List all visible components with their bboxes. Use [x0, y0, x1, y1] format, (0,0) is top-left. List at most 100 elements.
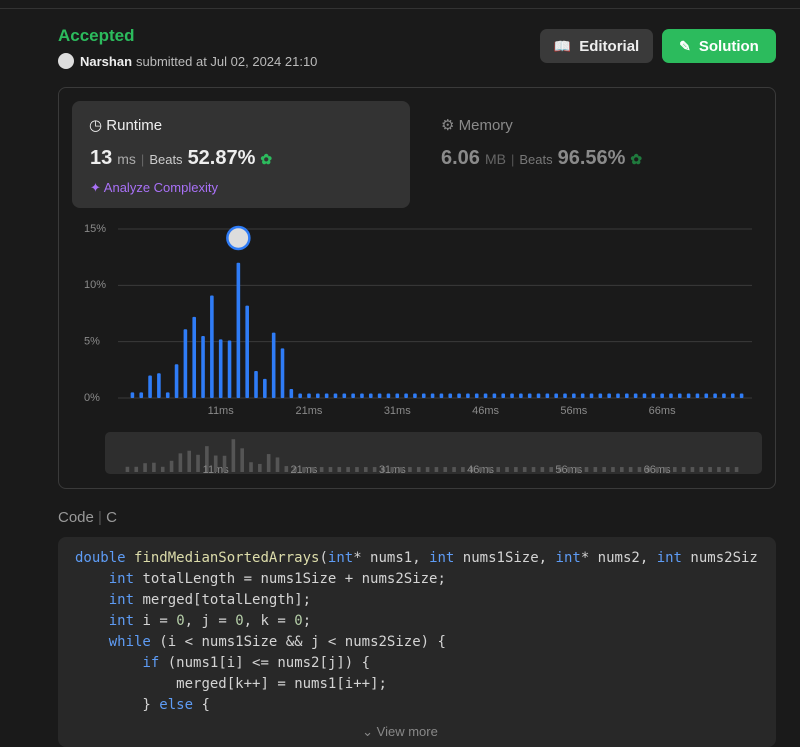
bar	[457, 393, 461, 398]
bar	[148, 375, 152, 398]
navigator-bar	[425, 467, 430, 472]
bar	[501, 393, 506, 398]
bar	[589, 393, 594, 398]
code-line: while (i < nums1Size && j < nums2Size) {	[108, 634, 446, 650]
bar	[739, 393, 744, 398]
bar	[183, 329, 188, 398]
status: Accepted	[58, 26, 135, 45]
navigator-bar	[531, 467, 536, 472]
solution-button[interactable]: ✎ Solution	[662, 29, 776, 63]
runtime-title: ◷ Runtime	[89, 117, 163, 134]
navigator-bar	[266, 454, 271, 472]
code-block: double findMedianSortedArrays(int* nums1…	[58, 537, 776, 747]
bar	[572, 393, 576, 398]
navigator-bar	[646, 467, 651, 472]
bar	[218, 339, 223, 398]
memory-title[interactable]: ⚙ Memory	[441, 117, 513, 134]
navigator-bar	[293, 467, 297, 472]
runtime-beats: 52.87%	[187, 147, 256, 169]
bar	[201, 336, 205, 398]
y-tick-label: 5%	[84, 336, 100, 348]
navigator-bar	[664, 467, 668, 472]
editorial-label: Editorial	[579, 37, 640, 55]
navigator-bar	[160, 466, 165, 472]
bar	[563, 393, 567, 398]
navigator-bar	[628, 467, 633, 472]
bar	[404, 393, 408, 398]
analyze-link[interactable]: ✦ Analyze Complexity	[90, 180, 218, 195]
runtime-stats: 13 ms | Beats 52.87% ✿	[90, 147, 272, 170]
navigator-bar	[416, 467, 421, 472]
bar	[536, 393, 541, 398]
bar	[466, 393, 470, 398]
code-line: if (nums1[i] <= nums2[j]) {	[142, 655, 371, 671]
bar	[607, 393, 611, 398]
navigator-bar	[258, 463, 262, 472]
code-line: merged[k++] = nums1[i++];	[176, 676, 387, 692]
bar	[510, 393, 514, 398]
bar	[430, 393, 435, 398]
bar	[545, 393, 550, 398]
runtime-card[interactable]	[72, 101, 410, 208]
navigator-bar	[169, 460, 174, 472]
navigator-bar	[549, 467, 553, 472]
user-name[interactable]: Narshan	[80, 54, 133, 69]
bar	[139, 392, 144, 398]
x-tick-label: 46ms	[472, 405, 499, 417]
view-more[interactable]: ⌄ View more	[362, 724, 438, 739]
navigator-bar	[452, 467, 456, 472]
navigator-bar	[461, 467, 465, 472]
navigator-bar	[196, 454, 200, 472]
runtime-value: 13	[90, 147, 113, 169]
bar	[386, 393, 391, 398]
navigator-bar	[478, 467, 483, 472]
navigator-bar	[311, 467, 315, 472]
navigator-bar	[125, 466, 130, 472]
memory-label: Memory	[458, 117, 513, 134]
navigator-bar	[540, 467, 545, 472]
memory-stats: 6.06 MB | Beats 96.56% ✿	[441, 147, 642, 170]
navigator-bar	[381, 467, 386, 472]
navigator-bar	[505, 467, 509, 472]
bar	[165, 392, 170, 398]
navigator-bar	[222, 455, 227, 472]
bar	[730, 393, 735, 398]
navigator-bar	[213, 455, 218, 472]
bar	[395, 393, 400, 398]
bar	[660, 393, 664, 398]
result-panel	[58, 87, 776, 489]
navigator-bar	[725, 467, 730, 472]
navigator-bar	[178, 453, 183, 472]
bar	[130, 392, 135, 398]
runtime-chart: 0%5%10%15%11ms11ms21ms21ms31ms31ms46ms46…	[84, 223, 762, 476]
bar	[413, 393, 417, 398]
bar	[616, 393, 620, 398]
bar	[474, 393, 479, 398]
code-label: Code	[58, 509, 94, 526]
code-line: int i = 0, j = 0, k = 0;	[108, 613, 312, 629]
bar	[669, 393, 673, 398]
bar	[519, 393, 523, 398]
navigator-bar	[284, 466, 289, 472]
navigator-bar	[558, 467, 562, 472]
bar	[713, 393, 717, 398]
memory-beats: 96.56%	[557, 147, 626, 169]
code-line: double findMedianSortedArrays(int* nums1…	[75, 550, 758, 566]
bar	[633, 393, 638, 398]
clap-icon: ✿	[630, 151, 643, 167]
navigator-bar	[620, 467, 624, 472]
navigator-bar	[602, 467, 606, 472]
separator: |	[140, 152, 145, 167]
navigator-bar	[346, 467, 350, 472]
navigator-bar	[575, 467, 580, 472]
bar	[333, 393, 338, 398]
editorial-button[interactable]: 📖 Editorial	[540, 29, 653, 63]
navigator-bar	[717, 467, 721, 472]
bar	[254, 370, 258, 398]
bar	[298, 393, 302, 398]
beats-label: Beats	[149, 152, 183, 167]
bar	[263, 378, 267, 398]
bar	[642, 393, 647, 398]
navigator-bar	[408, 467, 412, 472]
navigator-bar	[231, 439, 236, 472]
